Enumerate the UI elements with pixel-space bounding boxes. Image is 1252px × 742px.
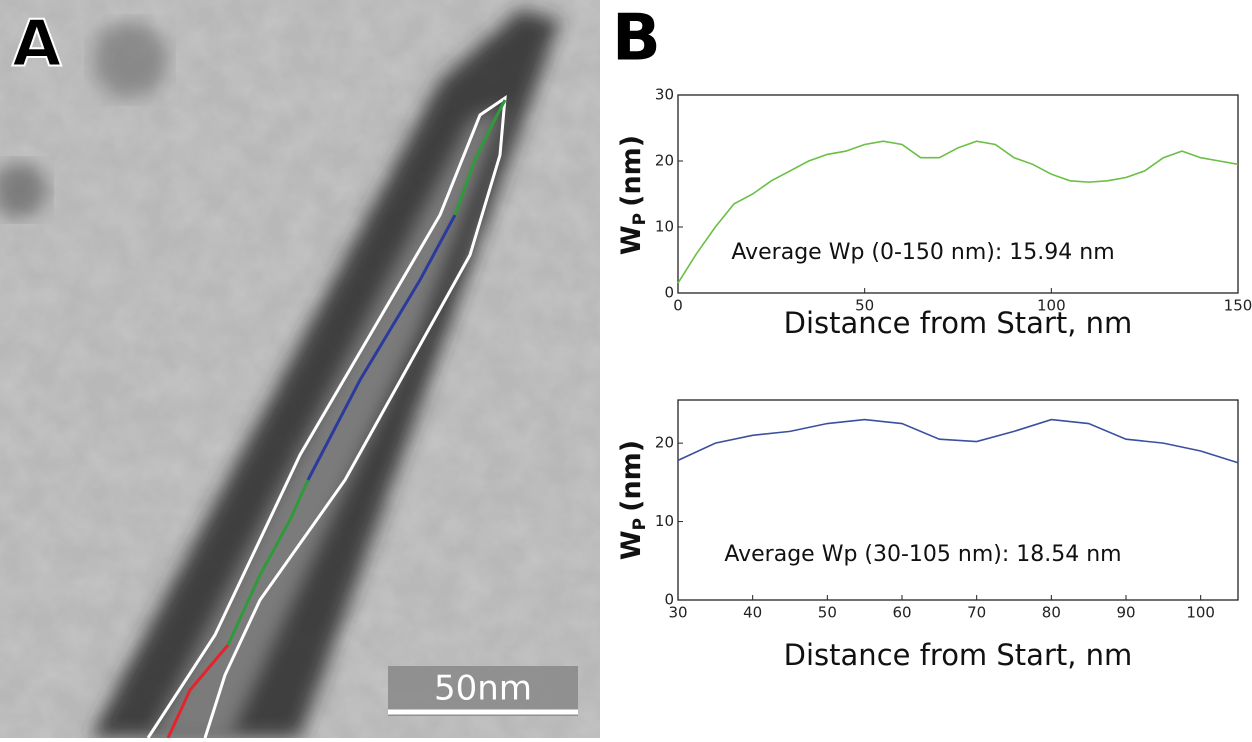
x-tick-label: 30	[668, 604, 687, 622]
annotation: Average Wp (0-150 nm): 15.94 nm	[731, 240, 1114, 265]
y-label-unit: (nm)	[616, 135, 647, 207]
y-tick-label: 20	[655, 434, 674, 452]
x-tick-label: 60	[892, 604, 911, 622]
y-tick-label: 10	[655, 218, 674, 236]
x-tick-label: 0	[673, 297, 683, 315]
x-tick-label: 50	[855, 297, 874, 315]
x-tick-label: 90	[1116, 604, 1135, 622]
y-label-unit: (nm)	[616, 440, 647, 512]
x-tick-label: 50	[818, 604, 837, 622]
plot-frame	[677, 399, 1239, 601]
y-tick-label: 10	[655, 512, 674, 530]
x-axis-label: Distance from Start, nm	[784, 638, 1133, 672]
plot-frame	[677, 94, 1239, 294]
y-label-subscript: P	[630, 213, 650, 225]
y-tick-label: 0	[664, 591, 674, 609]
y-axis-label: WP (nm)	[616, 440, 651, 560]
x-tick-label: 100	[1186, 604, 1215, 622]
x-tick-label: 150	[1224, 297, 1252, 315]
y-tick-label: 30	[655, 86, 674, 104]
y-label-main: W	[616, 225, 647, 255]
y-tick-label: 20	[655, 152, 674, 170]
x-tick-label: 80	[1042, 604, 1061, 622]
y-label-main: W	[616, 530, 647, 560]
panel-label: B	[612, 2, 661, 76]
panel-label: A	[12, 8, 62, 82]
annotation: Average Wp (30-105 nm): 18.54 nm	[724, 542, 1121, 567]
y-axis-label: WP (nm)	[616, 135, 651, 255]
data-line	[677, 140, 1239, 284]
data-line	[677, 418, 1239, 464]
micrograph: 50nm A	[0, 0, 600, 738]
x-tick-label: 70	[967, 604, 986, 622]
x-tick-label: 40	[743, 604, 762, 622]
x-axis-label: Distance from Start, nm	[784, 306, 1133, 340]
y-label-subscript: P	[630, 518, 650, 530]
x-tick-label: 100	[1037, 297, 1066, 315]
scale-bar-label: 50nm	[434, 669, 532, 709]
y-tick-label: 0	[664, 284, 674, 302]
